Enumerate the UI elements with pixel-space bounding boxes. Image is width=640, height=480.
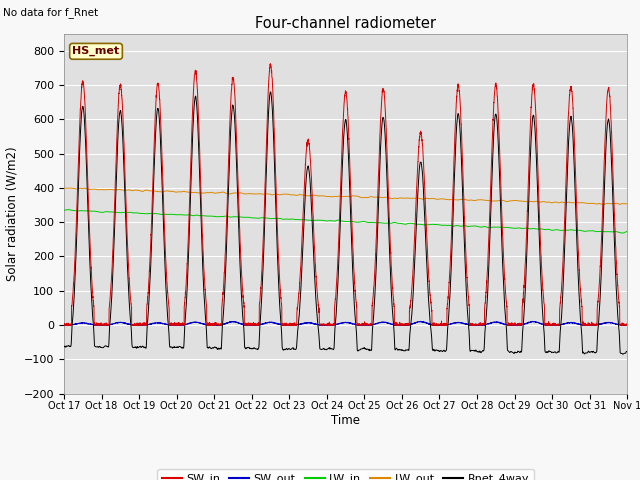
Text: HS_met: HS_met [72, 46, 120, 57]
Text: No data for f_Rnet: No data for f_Rnet [3, 7, 99, 18]
X-axis label: Time: Time [331, 414, 360, 427]
Y-axis label: Solar radiation (W/m2): Solar radiation (W/m2) [5, 146, 18, 281]
Title: Four-channel radiometer: Four-channel radiometer [255, 16, 436, 31]
Legend: SW_in, SW_out, LW_in, LW_out, Rnet_4way: SW_in, SW_out, LW_in, LW_out, Rnet_4way [157, 469, 534, 480]
